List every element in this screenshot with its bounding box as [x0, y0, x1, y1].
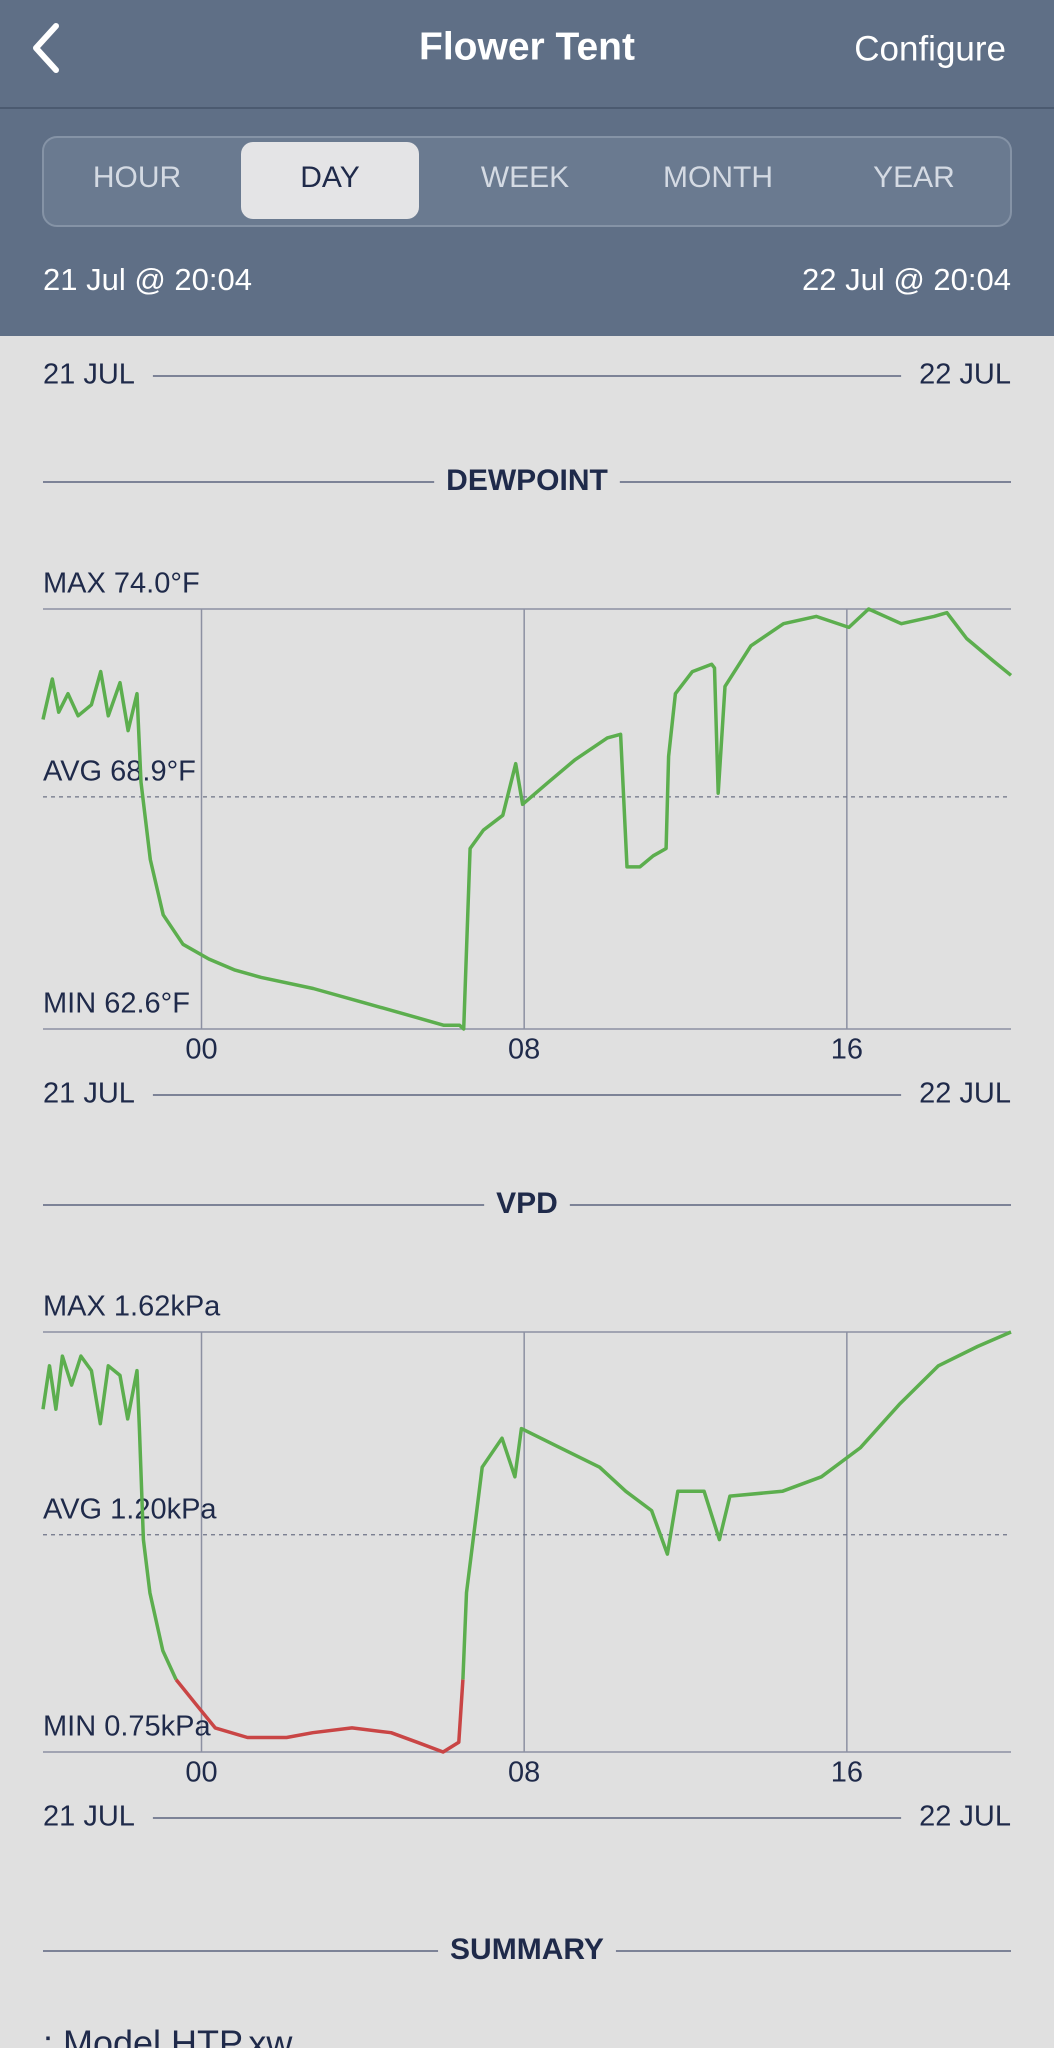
series-line: [41, 607, 1013, 1031]
y-label: MAX 1.62kPa: [43, 1291, 221, 1323]
x-tick-label: 08: [508, 1757, 540, 1789]
selected-tab: [241, 142, 419, 219]
screen-title: Flower Tent: [419, 25, 635, 68]
configure-button[interactable]: Configure: [854, 29, 1006, 68]
range-start: 21 Jul @ 20:04: [43, 262, 252, 297]
tab-label[interactable]: YEAR: [873, 161, 955, 194]
y-label: MIN 0.75kPa: [43, 1711, 211, 1743]
tab-label[interactable]: HOUR: [93, 161, 181, 194]
summary-line: : Model HTP.xw: [43, 2023, 293, 2048]
date-start: 21 JUL: [43, 1801, 135, 1833]
date-end: 22 JUL: [919, 359, 1011, 391]
x-tick-label: 08: [508, 1034, 540, 1066]
y-label: AVG 68.9°F: [43, 756, 196, 788]
series-line: [41, 1330, 1012, 1681]
section-heading: DEWPOINT: [446, 464, 608, 497]
date-end: 22 JUL: [919, 1078, 1011, 1110]
date-start: 21 JUL: [43, 359, 135, 391]
tab-label[interactable]: MONTH: [663, 161, 773, 194]
y-label: AVG 1.20kPa: [43, 1493, 217, 1525]
x-tick-label: 00: [185, 1757, 217, 1789]
x-tick-label: 16: [831, 1034, 863, 1066]
section-heading: SUMMARY: [450, 1933, 604, 1966]
tab-label[interactable]: WEEK: [481, 161, 569, 194]
range-end: 22 Jul @ 20:04: [802, 262, 1011, 297]
section-heading: VPD: [496, 1187, 558, 1220]
y-label: MIN 62.6°F: [43, 988, 190, 1020]
y-label: MAX 74.0°F: [43, 568, 200, 600]
tab-label[interactable]: DAY: [300, 161, 359, 194]
date-start: 21 JUL: [43, 1078, 135, 1110]
x-tick-label: 00: [185, 1034, 217, 1066]
series-line: [174, 1678, 465, 1754]
date-end: 22 JUL: [919, 1801, 1011, 1833]
back-button[interactable]: [33, 23, 59, 73]
x-tick-label: 16: [831, 1757, 863, 1789]
